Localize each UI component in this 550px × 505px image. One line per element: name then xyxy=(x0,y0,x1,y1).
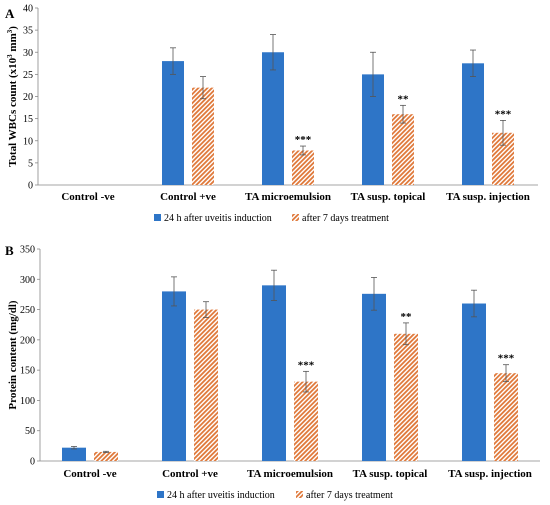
y-tick-label: 30 xyxy=(23,48,33,59)
y-axis-label-part: ) xyxy=(7,26,19,30)
y-tick-label: 5 xyxy=(28,158,33,169)
y-axis-label-superscript: 3 xyxy=(6,54,14,58)
category-label: TA susp. injection xyxy=(446,191,530,203)
chart-panel-a: 0 5 10 15 20 25 30 35 40 A Total WBCs count (x103 … xyxy=(5,4,538,224)
y-axis-label: Protein content (mg/dl) xyxy=(7,300,19,410)
legend-swatch-7days xyxy=(292,214,299,221)
legend-label-7days: after 7 days treatment xyxy=(302,213,389,224)
bar-7days xyxy=(494,373,518,461)
significance-marker: ** xyxy=(398,93,410,105)
legend-swatch-24h xyxy=(154,214,161,221)
y-tick-label: 200 xyxy=(20,335,35,346)
legend-label-24h: 24 h after uveitis induction xyxy=(167,490,275,501)
category-label: Control +ve xyxy=(160,191,216,203)
category-label: TA susp. topical xyxy=(353,468,428,480)
category-label: TA microemulsion xyxy=(247,468,333,480)
bar-7days xyxy=(292,150,314,185)
bar-24h xyxy=(362,74,384,185)
significance-marker: ** xyxy=(401,311,413,323)
bar-7days xyxy=(492,132,514,185)
y-tick-label: 25 xyxy=(23,70,33,81)
y-tick-label: 35 xyxy=(23,26,33,37)
bar-24h xyxy=(462,63,484,185)
legend-label-24h: 24 h after uveitis induction xyxy=(164,213,272,224)
significance-marker: *** xyxy=(298,359,315,371)
category-label: Control -ve xyxy=(63,468,116,480)
y-axis-label-superscript: 3 xyxy=(6,29,14,33)
bar-24h xyxy=(262,52,284,185)
chart-panel-b: 0 50 100 150 200 250 300 350 B Protein content (m… xyxy=(5,243,540,501)
category-label: TA microemulsion xyxy=(245,191,331,203)
y-tick-label: 0 xyxy=(30,457,35,468)
y-tick-label: 10 xyxy=(23,136,33,147)
bar-24h xyxy=(362,293,386,461)
bar-24h xyxy=(462,303,486,461)
bar-7days xyxy=(392,114,414,185)
category-label: Control -ve xyxy=(61,191,114,203)
bar-24h xyxy=(162,61,184,185)
bar-24h xyxy=(62,447,86,461)
y-tick-label: 300 xyxy=(20,275,35,286)
bar-7days xyxy=(294,381,318,461)
y-tick-label: 250 xyxy=(20,305,35,316)
y-tick-label: 50 xyxy=(25,426,35,437)
y-axis-label-part: Total WBCs count (x10 xyxy=(7,57,19,167)
category-label: Control +ve xyxy=(162,468,218,480)
y-tick-label: 0 xyxy=(28,181,33,192)
bar-7days xyxy=(194,309,218,461)
y-tick-label: 150 xyxy=(20,366,35,377)
y-tick-label: 15 xyxy=(23,114,33,125)
bar-7days xyxy=(192,87,214,185)
significance-marker: *** xyxy=(295,134,312,146)
panel-label: B xyxy=(5,243,14,258)
bar-7days xyxy=(394,333,418,461)
legend-swatch-24h xyxy=(157,491,164,498)
y-tick-label: 350 xyxy=(20,245,35,256)
y-tick-label: 100 xyxy=(20,396,35,407)
significance-marker: *** xyxy=(495,108,512,120)
y-tick-label: 40 xyxy=(23,4,33,15)
category-label: TA susp. injection xyxy=(448,468,532,480)
category-label: TA susp. topical xyxy=(351,191,426,203)
y-axis-label-part: mm xyxy=(7,33,19,54)
panel-label: A xyxy=(5,6,15,21)
bar-7days xyxy=(94,451,118,461)
significance-marker: *** xyxy=(498,353,515,365)
legend-swatch-7days xyxy=(296,491,303,498)
bar-24h xyxy=(262,285,286,461)
y-tick-label: 20 xyxy=(23,92,33,103)
y-axis-label: Total WBCs count (x103 mm3) xyxy=(6,26,19,167)
bar-24h xyxy=(162,291,186,461)
legend-label-7days: after 7 days treatment xyxy=(306,490,393,501)
